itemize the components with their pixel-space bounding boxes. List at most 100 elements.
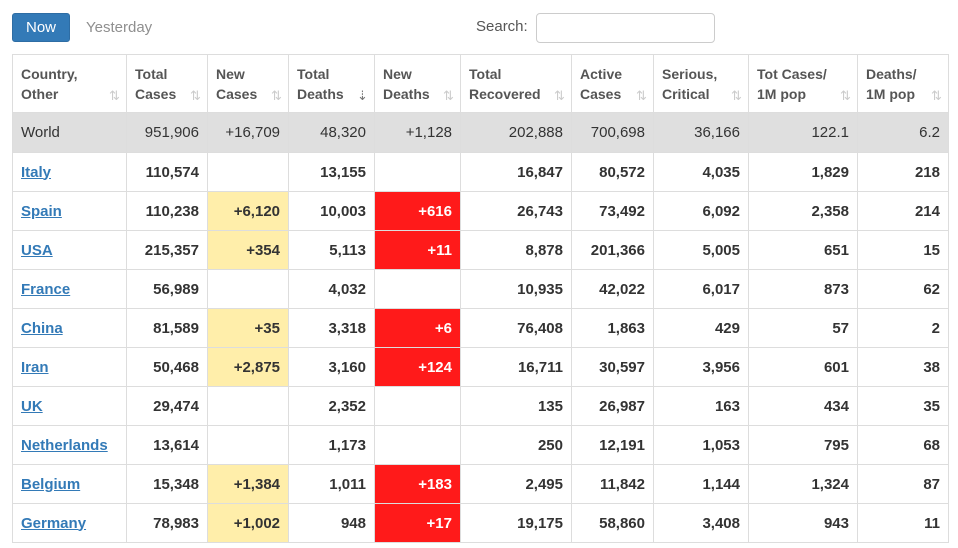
coronavirus-stats-table: Country, Other ⇅ Total Cases ⇅ New Cases ⇅ Total D…: [12, 54, 949, 543]
cell-new-deaths: +616: [374, 191, 461, 231]
column-header-country-other[interactable]: Country, Other ⇅: [12, 54, 127, 113]
cell-deaths-per-1m: 87: [857, 464, 949, 504]
sort-both-icon[interactable]: ⇅: [840, 88, 851, 103]
cell-active-cases: 201,366: [571, 230, 654, 270]
cell-tot-cases-per-1m: 2,358: [748, 191, 858, 231]
yesterday-tab-button[interactable]: Yesterday: [86, 19, 153, 36]
cell-new-cases: [207, 152, 289, 192]
table-row: USA 215,357 +354 5,113 +11 8,878 201,366 5,005 6…: [12, 230, 949, 270]
column-header-label-line1: Country,: [21, 65, 78, 82]
cell-new-deaths: +17: [374, 503, 461, 543]
column-header-total-deaths[interactable]: Total Deaths ⇣: [288, 54, 375, 113]
cell-tot-cases-per-1m: 1,829: [748, 152, 858, 192]
column-header-active-cases[interactable]: Active Cases ⇅: [571, 54, 654, 113]
cell-serious-critical: 36,166: [653, 112, 749, 153]
cell-new-cases: +16,709: [207, 112, 289, 153]
cell-new-cases: +1,384: [207, 464, 289, 504]
cell-deaths-per-1m: 2: [857, 308, 949, 348]
toolbar: Now Yesterday Search:: [0, 0, 958, 54]
sort-desc-icon[interactable]: ⇣: [357, 88, 368, 103]
column-header-deaths-per-1m[interactable]: Deaths/1M pop ⇅: [857, 54, 949, 113]
column-header-label-line1: New: [216, 65, 245, 82]
cell-deaths-per-1m: 62: [857, 269, 949, 309]
country-link[interactable]: France: [21, 280, 71, 298]
cell-total-cases: 215,357: [126, 230, 208, 270]
cell-country-other: China: [12, 308, 127, 348]
cell-deaths-per-1m: 15: [857, 230, 949, 270]
sort-both-icon[interactable]: ⇅: [636, 88, 647, 103]
cell-total-deaths: 4,032: [288, 269, 375, 309]
cell-serious-critical: 5,005: [653, 230, 749, 270]
cell-country-other: France: [12, 269, 127, 309]
country-link[interactable]: Italy: [21, 163, 52, 181]
column-header-label-line2: Cases: [216, 85, 258, 102]
country-link[interactable]: UK: [21, 397, 43, 415]
cell-tot-cases-per-1m: 873: [748, 269, 858, 309]
country-link[interactable]: Belgium: [21, 475, 81, 493]
cell-active-cases: 58,860: [571, 503, 654, 543]
cell-total-recovered: 26,743: [460, 191, 572, 231]
cell-tot-cases-per-1m: 57: [748, 308, 858, 348]
column-header-new-cases[interactable]: New Cases ⇅: [207, 54, 289, 113]
country-link[interactable]: Netherlands: [21, 436, 108, 454]
country-link[interactable]: Iran: [21, 358, 49, 376]
column-header-label-line2: Cases: [580, 85, 622, 102]
cell-total-deaths: 1,173: [288, 425, 375, 465]
column-header-label-line1: Tot Cases/: [757, 65, 827, 82]
cell-total-cases: 50,468: [126, 347, 208, 387]
cell-active-cases: 30,597: [571, 347, 654, 387]
cell-deaths-per-1m: 68: [857, 425, 949, 465]
cell-total-cases: 110,574: [126, 152, 208, 192]
cell-tot-cases-per-1m: 651: [748, 230, 858, 270]
cell-active-cases: 12,191: [571, 425, 654, 465]
cell-deaths-per-1m: 11: [857, 503, 949, 543]
column-header-label-line2: Critical: [662, 85, 710, 102]
column-header-new-deaths[interactable]: New Deaths ⇅: [374, 54, 461, 113]
sort-both-icon[interactable]: ⇅: [443, 88, 454, 103]
search-input[interactable]: [536, 13, 715, 43]
cell-serious-critical: 1,144: [653, 464, 749, 504]
cell-total-deaths: 2,352: [288, 386, 375, 426]
cell-country-other: Italy: [12, 152, 127, 192]
table-row: France 56,989 4,032 10,935 42,022 6,017 873 62: [12, 269, 949, 309]
cell-total-cases: 56,989: [126, 269, 208, 309]
cell-total-deaths: 948: [288, 503, 375, 543]
column-header-serious-critical[interactable]: Serious, Critical ⇅: [653, 54, 749, 113]
sort-both-icon[interactable]: ⇅: [931, 88, 942, 103]
cell-new-deaths: [374, 425, 461, 465]
country-link[interactable]: USA: [21, 241, 53, 259]
table-row: Belgium 15,348 +1,384 1,011 +183 2,495 11,842 1…: [12, 464, 949, 504]
country-link[interactable]: Spain: [21, 202, 62, 220]
cell-new-deaths: +6: [374, 308, 461, 348]
cell-new-cases: [207, 425, 289, 465]
cell-new-deaths: +183: [374, 464, 461, 504]
column-header-label-line2: Recovered: [469, 85, 541, 102]
now-tab-button[interactable]: Now: [12, 13, 70, 42]
cell-serious-critical: 163: [653, 386, 749, 426]
cell-total-recovered: 2,495: [460, 464, 572, 504]
cell-total-recovered: 76,408: [460, 308, 572, 348]
sort-both-icon[interactable]: ⇅: [554, 88, 565, 103]
cell-country-other: Netherlands: [12, 425, 127, 465]
sort-both-icon[interactable]: ⇅: [271, 88, 282, 103]
cell-country-other: World: [12, 112, 127, 153]
cell-total-recovered: 8,878: [460, 230, 572, 270]
table-row: Germany 78,983 +1,002 948 +17 19,175 58,860 3,4…: [12, 503, 949, 543]
cell-new-cases: +35: [207, 308, 289, 348]
sort-both-icon[interactable]: ⇅: [109, 88, 120, 103]
cell-new-cases: +1,002: [207, 503, 289, 543]
column-header-total-cases[interactable]: Total Cases ⇅: [126, 54, 208, 113]
sort-both-icon[interactable]: ⇅: [731, 88, 742, 103]
column-header-total-recovered[interactable]: Total Recovered ⇅: [460, 54, 572, 113]
table-row: Spain 110,238 +6,120 10,003 +616 26,743 73,492…: [12, 191, 949, 231]
country-link[interactable]: Germany: [21, 514, 87, 532]
cell-serious-critical: 3,956: [653, 347, 749, 387]
column-header-tot-cases-per-1m[interactable]: Tot Cases/1M pop ⇅: [748, 54, 858, 113]
column-header-label-line1: Active: [580, 65, 623, 82]
country-link[interactable]: China: [21, 319, 63, 337]
sort-both-icon[interactable]: ⇅: [190, 88, 201, 103]
cell-country-other: UK: [12, 386, 127, 426]
cell-active-cases: 11,842: [571, 464, 654, 504]
cell-serious-critical: 3,408: [653, 503, 749, 543]
table-row: Iran 50,468 +2,875 3,160 +124 16,711 30,597 3,9…: [12, 347, 949, 387]
